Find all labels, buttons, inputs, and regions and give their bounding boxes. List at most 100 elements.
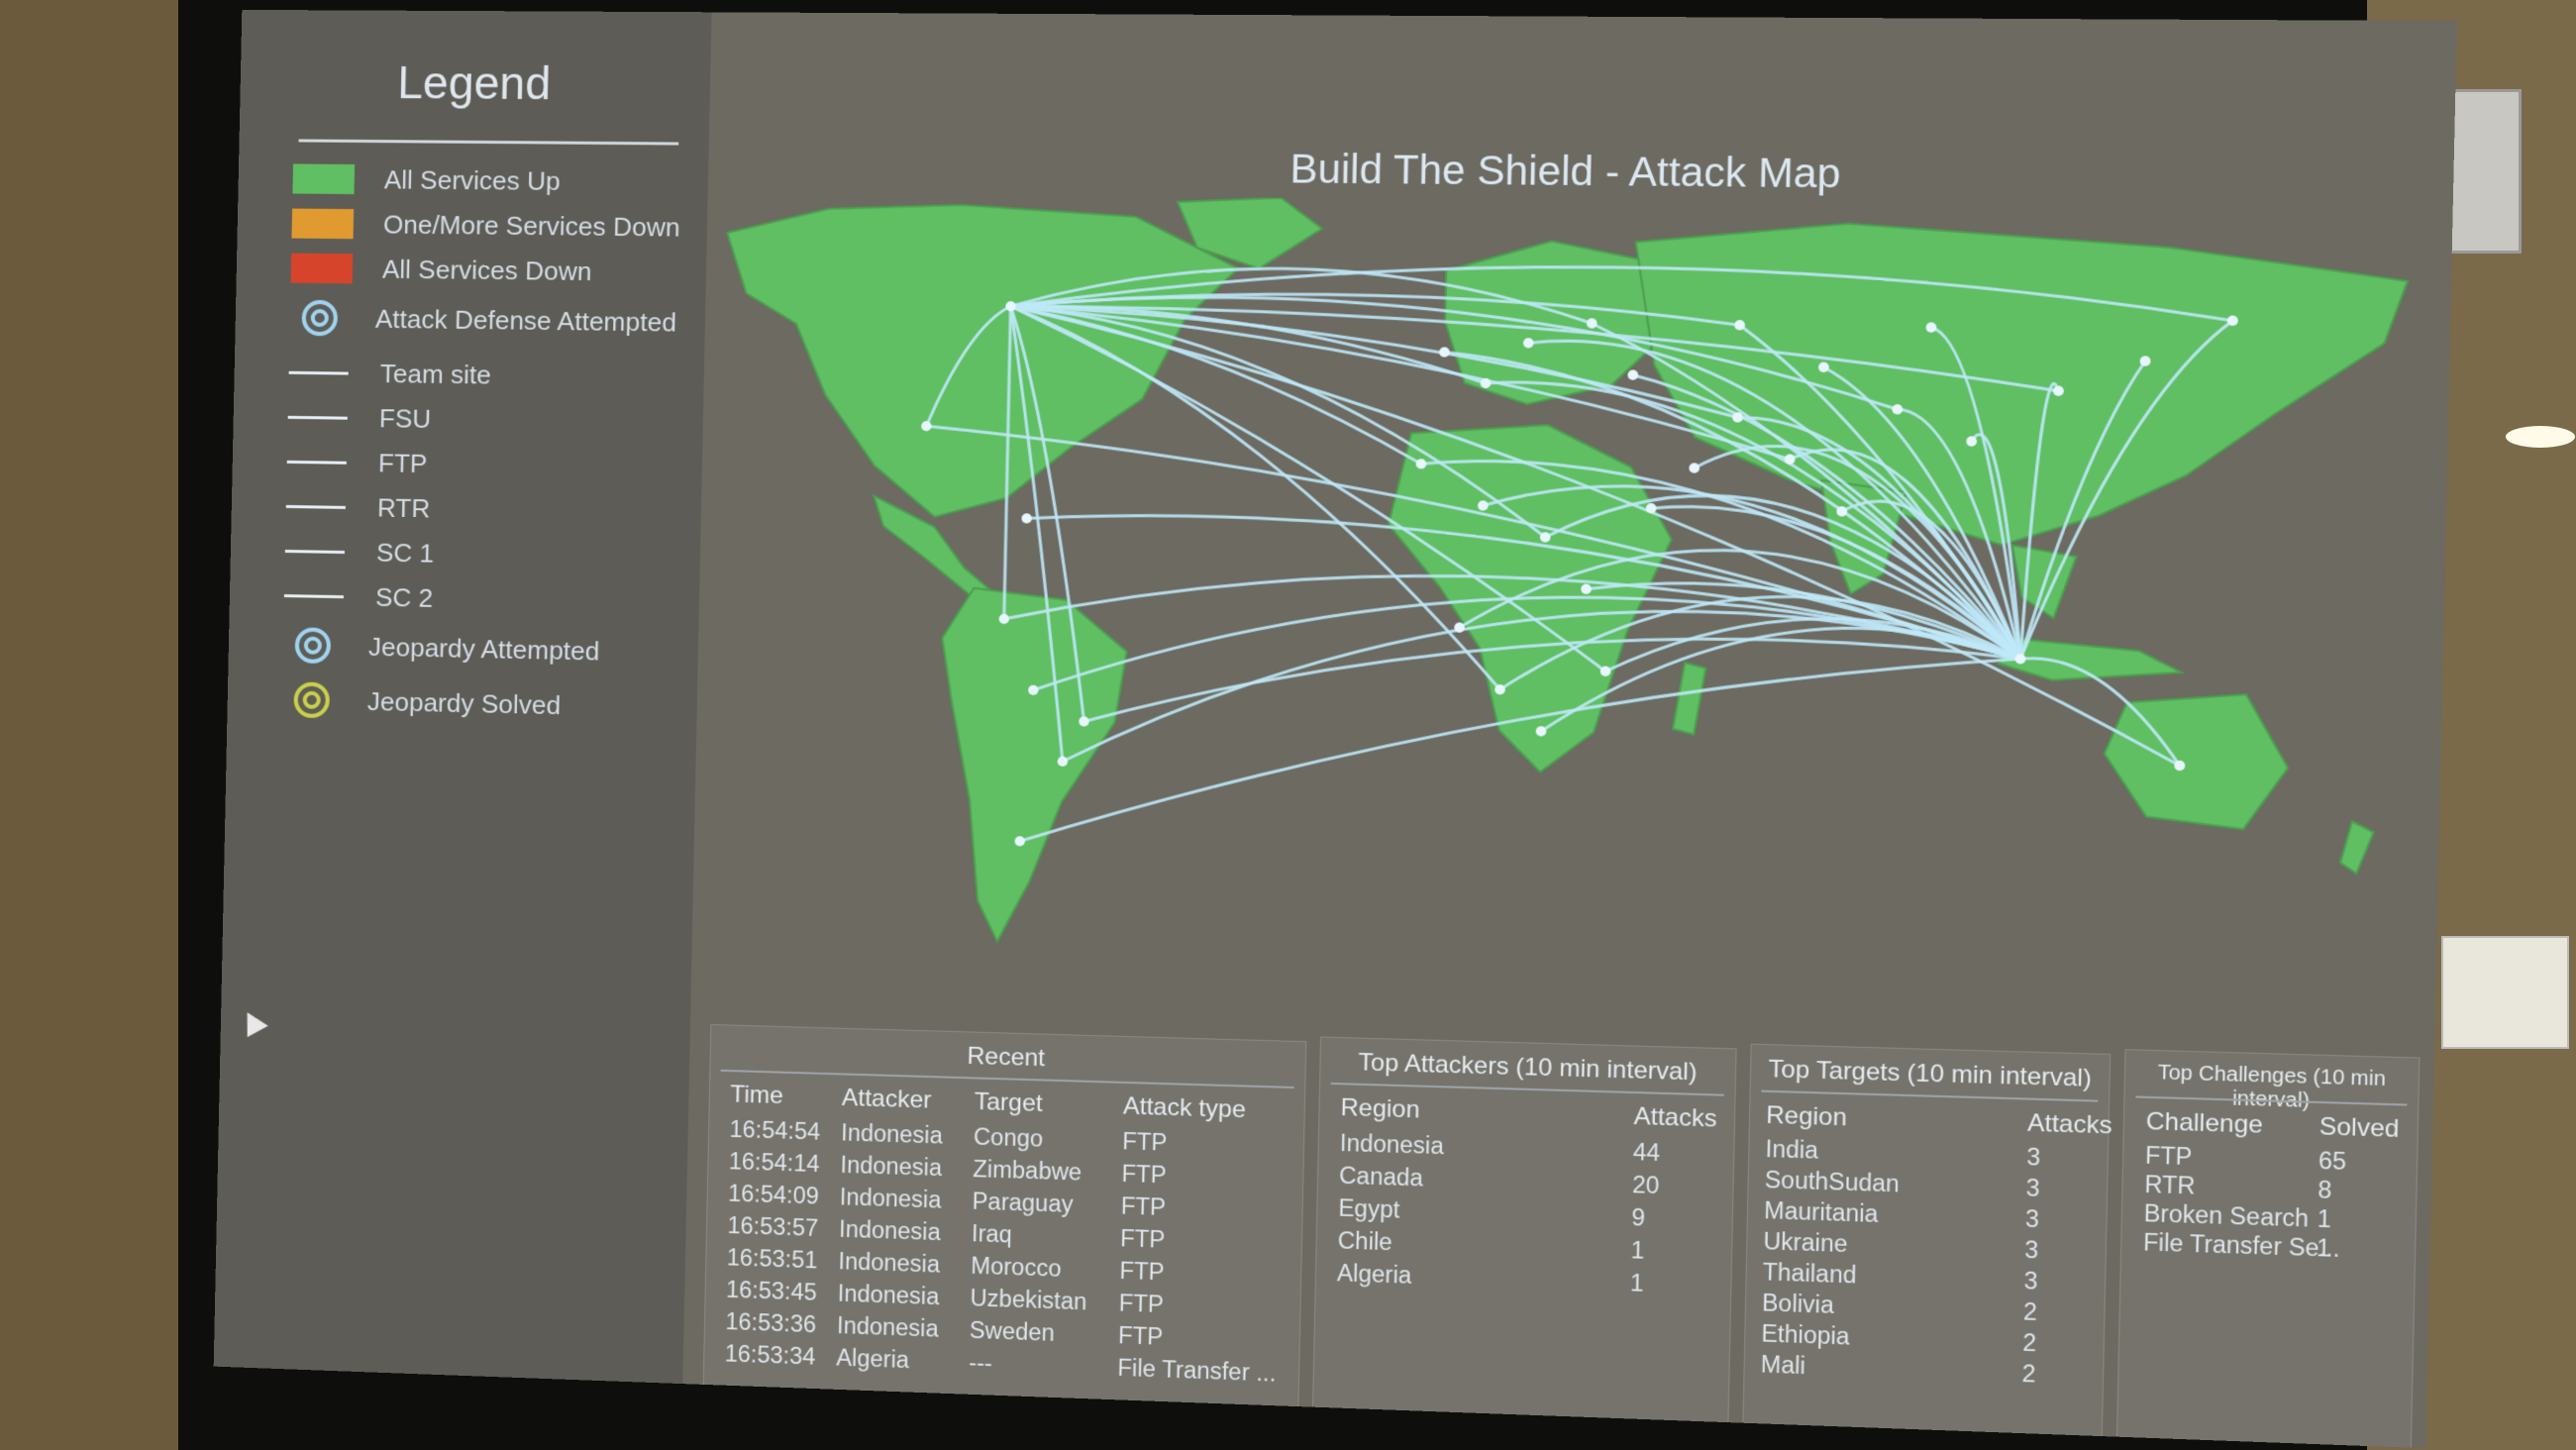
- recent-cell: Congo: [974, 1123, 1044, 1153]
- legend-item-all-services-up: All Services Up: [292, 158, 561, 201]
- recent-column-header: Time: [730, 1081, 783, 1110]
- top-targets-cell: Mali: [1760, 1351, 1805, 1381]
- wall-poster: [2441, 936, 2569, 1049]
- legend-item-jeopardy-solved: Jeopardy Solved: [281, 679, 561, 725]
- recent-cell: FTP: [1118, 1290, 1164, 1318]
- top-targets-cell: Mauritania: [1764, 1196, 1879, 1228]
- top-attackers-column-header: Attacks: [1633, 1102, 1717, 1133]
- recent-cell: Iraq: [972, 1220, 1013, 1249]
- top-targets-cell: Thailand: [1762, 1259, 1856, 1290]
- top-targets-cell: Ukraine: [1763, 1228, 1848, 1259]
- legend-line-icon: [288, 415, 348, 419]
- legend-label: One/More Services Down: [383, 209, 680, 243]
- recent-cell: Algeria: [836, 1344, 909, 1374]
- top-attackers-cell: Chile: [1337, 1227, 1392, 1257]
- legend-line-icon: [287, 460, 347, 464]
- recent-cell: Indonesia: [838, 1248, 940, 1279]
- recent-cell: 16:54:14: [729, 1148, 820, 1178]
- recent-cell: 16:53:51: [727, 1244, 818, 1274]
- recent-cell: 16:53:45: [726, 1276, 817, 1306]
- top-challenges-cell: FTP: [2145, 1142, 2193, 1172]
- recent-cell: Morocco: [971, 1252, 1062, 1283]
- legend-item-jeopardy-attempted: Jeopardy Attempted: [282, 625, 599, 672]
- top-challenges-cell: 1: [2317, 1205, 2331, 1234]
- recent-cell: Sweden: [970, 1316, 1056, 1347]
- world-map[interactable]: [690, 192, 2452, 1063]
- top-attackers-cell: Algeria: [1337, 1260, 1412, 1290]
- recent-cell: Indonesia: [840, 1184, 942, 1214]
- legend-label: Team site: [380, 358, 492, 390]
- top-targets-cell: SouthSudan: [1765, 1166, 1901, 1197]
- ceiling-light: [2506, 426, 2575, 448]
- legend-line-icon: [286, 504, 346, 508]
- legend-panel: Legend All Services Up One/More Services …: [214, 10, 712, 1384]
- legend-label: SC 2: [375, 581, 434, 613]
- landmass-new-zealand: [2340, 821, 2374, 874]
- top-attackers-cell: 1: [1630, 1237, 1644, 1265]
- legend-label: Jeopardy Attempted: [368, 631, 600, 667]
- top-targets-cell: 3: [2023, 1267, 2037, 1295]
- top-targets-cell: Ethiopia: [1761, 1320, 1850, 1351]
- recent-cell: FTP: [1120, 1225, 1166, 1254]
- recent-cell: ---: [969, 1349, 992, 1377]
- legend-line-icon: [285, 549, 345, 553]
- top-targets-cell: 3: [2024, 1236, 2038, 1265]
- top-challenges-panel: Top Challenges (10 min interval) Challen…: [2116, 1049, 2421, 1448]
- top-challenges-cell: 1: [2317, 1234, 2331, 1263]
- legend-ring-icon: [294, 627, 331, 664]
- team-site-marker[interactable]: [1439, 347, 1450, 357]
- legend-line-icon: [289, 370, 349, 374]
- recent-column-header: Target: [974, 1088, 1043, 1119]
- legend-label: All Services Up: [384, 164, 561, 197]
- top-attackers-cell: Indonesia: [1340, 1129, 1445, 1160]
- recent-cell: 16:54:54: [729, 1116, 820, 1146]
- top-attackers-panel: Top Attackers (10 min interval) Region At…: [1312, 1036, 1737, 1424]
- top-challenges-column-header: Challenge: [2145, 1107, 2263, 1140]
- recent-cell: 16:53:34: [725, 1340, 816, 1371]
- legend-item-attack-defense-attempted: Attack Defense Attempted: [289, 298, 676, 343]
- legend-divider: [298, 139, 678, 145]
- recent-cell: FTP: [1121, 1192, 1167, 1221]
- top-attackers-cell: 1: [1630, 1270, 1644, 1297]
- top-challenges-cell: 8: [2318, 1176, 2332, 1204]
- recent-cell: Indonesia: [837, 1280, 939, 1310]
- top-targets-cell: Bolivia: [1762, 1290, 1834, 1319]
- legend-item-fsu: FSU: [287, 397, 431, 439]
- recent-cell: FTP: [1119, 1257, 1165, 1286]
- top-challenges-cell: RTR: [2144, 1171, 2196, 1200]
- legend-label: All Services Down: [382, 254, 592, 287]
- recent-cell: Indonesia: [839, 1215, 941, 1246]
- team-site-marker[interactable]: [1627, 369, 1638, 379]
- legend-label: FSU: [379, 403, 432, 435]
- recent-column-header: Attacker: [842, 1085, 932, 1115]
- landmass-south-america: [936, 587, 1128, 945]
- recent-cell: Indonesia: [837, 1312, 939, 1343]
- top-targets-column-header: Attacks: [2027, 1109, 2112, 1141]
- recent-cell: 16:54:09: [728, 1180, 819, 1209]
- legend-swatch: [292, 163, 355, 194]
- legend-label: FTP: [378, 448, 428, 479]
- recent-cell: File Transfer ...: [1117, 1354, 1277, 1387]
- landmass-australia: [2103, 691, 2290, 830]
- top-targets-panel: Top Targets (10 min interval) Region Atta…: [1742, 1044, 2111, 1439]
- top-targets-cell: 2: [2023, 1298, 2037, 1327]
- top-targets-cell: 3: [2025, 1205, 2039, 1234]
- team-site-marker[interactable]: [1021, 513, 1032, 523]
- top-challenges-cell: 65: [2318, 1147, 2347, 1176]
- legend-item-sc-2: SC 2: [283, 575, 433, 618]
- recent-cell: Indonesia: [841, 1119, 943, 1150]
- legend-swatch: [291, 254, 354, 284]
- legend-item-ftp: FTP: [286, 442, 427, 483]
- legend-line-icon: [284, 594, 344, 598]
- legend-label: SC 1: [376, 537, 435, 569]
- legend-ring-icon: [301, 300, 338, 337]
- land-masses: [712, 193, 2409, 979]
- legend-ring-icon: [293, 681, 330, 718]
- recent-cell: 16:53:57: [727, 1212, 818, 1242]
- recent-cell: 16:53:36: [725, 1308, 816, 1339]
- top-targets-cell: 3: [2026, 1143, 2040, 1172]
- recent-cell: Indonesia: [840, 1152, 942, 1183]
- top-attackers-cell: Canada: [1339, 1162, 1423, 1191]
- recent-cell: FTP: [1121, 1160, 1167, 1189]
- top-attackers-column-header: Region: [1340, 1094, 1420, 1125]
